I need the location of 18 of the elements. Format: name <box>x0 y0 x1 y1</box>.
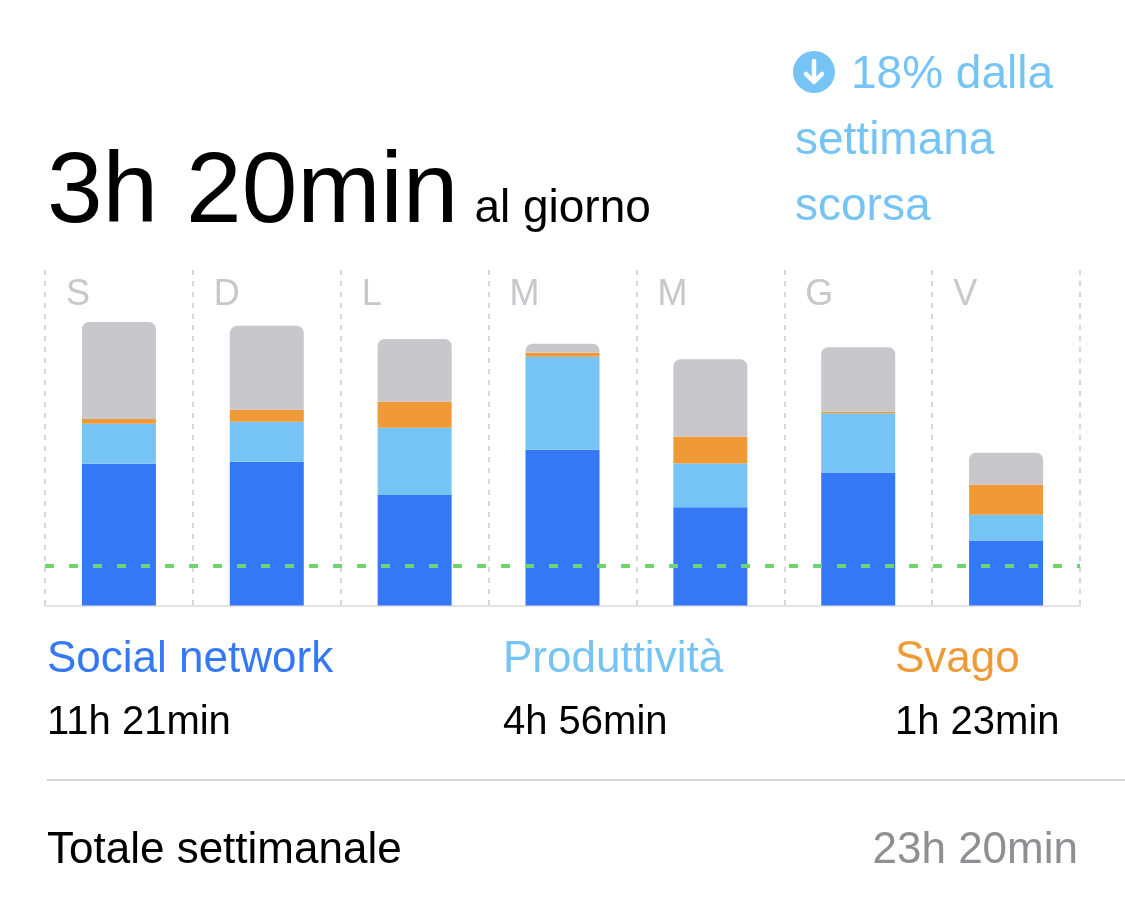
text: 18% dalla settimana scorsa <box>795 45 1055 232</box>
text: 1h 23min <box>895 697 1060 743</box>
x-tick-label: G <box>805 271 834 313</box>
x-tick-label: M <box>657 271 688 313</box>
chart-subtitle: al giorno <box>474 180 651 232</box>
x-tick-label: D <box>213 271 240 313</box>
text: 4h 56min <box>503 697 668 743</box>
series-label: Social network <box>47 631 335 681</box>
x-tick-label: M <box>509 271 540 313</box>
text: Produttività <box>503 631 724 681</box>
text: Svago <box>895 631 1020 681</box>
text: 23h 20min <box>872 822 1078 874</box>
x-tick-label: V <box>953 271 978 313</box>
x-tick-label: S <box>66 271 91 313</box>
text: Totale settimanale <box>47 822 402 874</box>
text: 11h 21min <box>47 697 231 743</box>
chart-title: 3h 20min <box>47 131 459 243</box>
x-tick-label: L <box>361 271 382 313</box>
